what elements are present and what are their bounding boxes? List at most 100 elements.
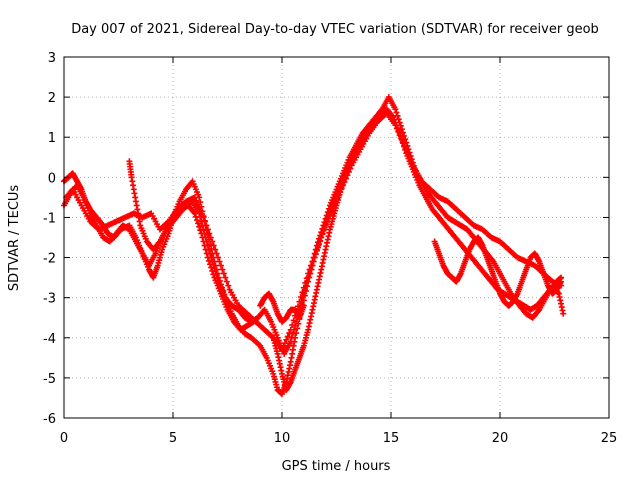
data-point — [284, 333, 291, 340]
x-tick-label: 15 — [383, 431, 400, 446]
data-point — [393, 125, 400, 132]
y-tick-label: -2 — [43, 252, 56, 267]
x-tick-label: 5 — [169, 431, 177, 446]
data-point — [402, 136, 409, 143]
data-point — [201, 242, 208, 249]
data-point — [222, 274, 229, 281]
x-tick-label: 20 — [492, 431, 509, 446]
data-point — [203, 250, 210, 257]
data-point — [200, 238, 207, 245]
data-point — [410, 162, 417, 169]
data-point — [293, 318, 300, 325]
data-point — [393, 109, 400, 116]
data-point — [396, 119, 403, 126]
y-tick-label: 1 — [48, 131, 56, 146]
data-point — [317, 232, 324, 239]
data-point — [300, 302, 307, 309]
data-point — [325, 205, 332, 212]
data-point — [305, 274, 312, 281]
data-point — [392, 106, 399, 113]
data-point — [306, 270, 313, 277]
data-point — [407, 152, 414, 159]
data-point — [560, 310, 567, 317]
y-axis-label: SDTVAR / TECUs — [7, 185, 22, 292]
data-point — [324, 209, 331, 216]
data-point — [223, 278, 230, 285]
data-point — [217, 262, 224, 269]
series-track-6 — [431, 234, 565, 309]
y-tick-label: -6 — [43, 412, 56, 427]
data-point — [219, 266, 226, 273]
data-point — [210, 271, 217, 278]
data-point — [398, 126, 405, 133]
data-point — [403, 139, 410, 146]
data-point — [198, 218, 205, 225]
data-point — [292, 322, 299, 329]
data-point — [202, 246, 209, 253]
data-point — [321, 219, 328, 226]
data-point — [320, 222, 327, 229]
data-point — [406, 149, 413, 156]
series-track-7 — [61, 182, 257, 333]
y-tick-label: 0 — [48, 171, 56, 186]
data-point — [298, 298, 305, 305]
series-track-2 — [63, 110, 565, 353]
data-point — [192, 213, 199, 220]
data-point — [195, 220, 202, 227]
data-point — [283, 336, 290, 343]
data-point — [318, 229, 325, 236]
chart-title: Day 007 of 2021, Sidereal Day-to-day VTE… — [71, 22, 599, 37]
data-point — [196, 223, 203, 230]
data-point — [299, 294, 306, 301]
x-axis: 0 5 10 15 20 25 — [60, 57, 617, 446]
data-point — [199, 222, 206, 229]
data-point — [213, 250, 220, 257]
data-point — [289, 330, 296, 337]
y-tick-label: -3 — [43, 292, 56, 307]
data-point — [225, 282, 232, 289]
data-point — [558, 278, 565, 285]
data-point — [209, 267, 216, 274]
data-point — [290, 326, 297, 333]
x-tick-label: 25 — [601, 431, 618, 446]
data-point — [408, 156, 415, 163]
data-point — [204, 254, 211, 261]
data-point — [401, 132, 408, 139]
data-point — [392, 122, 399, 129]
y-tick-label: -4 — [43, 332, 56, 347]
data-point — [300, 290, 307, 297]
data-markers — [61, 94, 567, 397]
data-point — [319, 225, 326, 232]
data-point — [366, 126, 373, 133]
data-point — [301, 286, 308, 293]
data-point — [212, 246, 219, 253]
data-point — [395, 116, 402, 123]
data-point — [209, 238, 216, 245]
data-point — [405, 146, 412, 153]
data-point — [316, 235, 323, 242]
data-point — [288, 334, 295, 341]
series-track-5 — [270, 126, 373, 393]
data-point — [307, 266, 314, 273]
data-point — [311, 250, 318, 257]
data-point — [304, 278, 311, 285]
data-point — [191, 210, 198, 217]
x-tick-label: 10 — [274, 431, 291, 446]
data-point — [205, 257, 212, 264]
data-point — [322, 215, 329, 222]
data-point — [308, 262, 315, 269]
plot-frame — [63, 56, 610, 419]
y-tick-label: 2 — [48, 91, 56, 106]
data-point — [310, 254, 317, 261]
data-point — [394, 112, 401, 119]
data-point — [210, 242, 217, 249]
data-point — [208, 264, 215, 271]
data-point — [314, 239, 321, 246]
data-point — [220, 270, 227, 277]
data-point — [404, 142, 411, 149]
data-point — [409, 159, 416, 166]
y-tick-label: -1 — [43, 211, 56, 226]
data-point — [193, 217, 200, 224]
data-point — [302, 282, 309, 289]
